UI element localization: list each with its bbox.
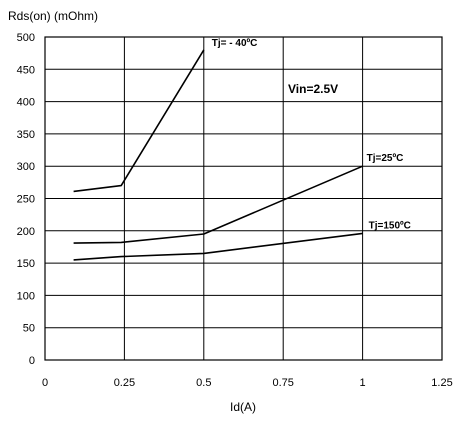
series-label: Tj=25ºC: [367, 153, 404, 164]
series-line: [73, 165, 363, 244]
y-tick-label: 0: [29, 355, 35, 367]
y-tick-label: 150: [17, 258, 35, 270]
y-tick-label: 350: [17, 129, 35, 141]
y-tick-label: 400: [17, 97, 35, 109]
x-tick-label: 0: [42, 377, 48, 389]
series-line: [73, 232, 363, 261]
y-axis-label: Rds(on) (mOhm): [8, 9, 98, 23]
y-tick-label: 300: [17, 161, 35, 173]
x-tick-label: 1.25: [431, 377, 452, 389]
y-tick-label: 450: [17, 64, 35, 76]
y-tick-label: 50: [23, 323, 35, 335]
y-tick-label: 500: [17, 32, 35, 44]
x-tick-label: 0.75: [272, 377, 293, 389]
plot-frame: [44, 36, 443, 361]
y-tick-label: 200: [17, 226, 35, 238]
x-tick-label: 0.25: [114, 377, 135, 389]
series-label: Tj=150ºC: [369, 220, 411, 231]
series-label: Tj= - 40ºC: [212, 38, 258, 49]
y-tick-label: 250: [17, 194, 35, 206]
y-tick-label: 100: [17, 290, 35, 302]
x-axis-label: Id(A): [230, 400, 256, 414]
x-tick-label: 0.5: [196, 377, 211, 389]
x-tick-label: 1: [360, 377, 366, 389]
series-line: [73, 49, 205, 193]
annotation-vin: Vin=2.5V: [288, 82, 338, 96]
